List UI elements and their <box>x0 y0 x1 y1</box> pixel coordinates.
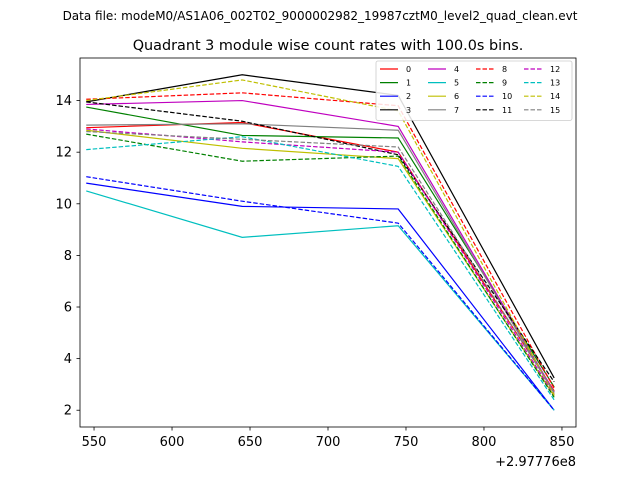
series-line-11 <box>86 101 555 383</box>
legend-label-0: 0 <box>406 65 411 74</box>
legend-label-3: 3 <box>406 106 411 115</box>
y-tick-label: 4 <box>64 352 72 367</box>
series-line-7 <box>86 123 555 394</box>
series-line-9 <box>86 133 555 398</box>
y-tick-label: 12 <box>55 146 72 161</box>
x-tick-label: 600 <box>160 435 185 450</box>
y-tick-label: 8 <box>64 249 72 264</box>
chart-suptitle: Data file: modeM0/AS1A06_002T02_90000029… <box>63 9 578 23</box>
x-tick-label: 750 <box>394 435 419 450</box>
series-line-15 <box>86 130 555 393</box>
series-line-0 <box>86 121 555 392</box>
x-axis: 550 600 650 700 750 800 850 <box>82 427 575 450</box>
y-axis: 2 4 6 8 10 12 14 <box>55 94 80 419</box>
legend-box <box>375 60 573 121</box>
series-line-8 <box>86 92 555 389</box>
legend-label-12: 12 <box>550 65 560 74</box>
series-line-5 <box>86 190 555 411</box>
legend-label-4: 4 <box>454 65 459 74</box>
legend-label-15: 15 <box>550 106 560 115</box>
series-line-3 <box>86 74 555 379</box>
legend-label-14: 14 <box>550 92 560 101</box>
x-offset-label: +2.97776e8 <box>495 455 576 470</box>
y-tick-label: 2 <box>64 404 72 419</box>
x-tick-label: 800 <box>472 435 497 450</box>
legend-label-8: 8 <box>502 65 507 74</box>
series-layer <box>86 74 555 411</box>
x-tick-label: 700 <box>316 435 341 450</box>
legend-label-5: 5 <box>454 79 459 88</box>
chart-title: Quadrant 3 module wise count rates with … <box>133 38 524 54</box>
x-tick-label: 850 <box>550 435 575 450</box>
legend-label-6: 6 <box>454 92 459 101</box>
legend-label-11: 11 <box>502 106 512 115</box>
series-line-10 <box>86 176 555 411</box>
series-line-4 <box>86 99 555 393</box>
y-tick-label: 10 <box>55 197 72 212</box>
series-line-13 <box>86 136 555 401</box>
legend-label-9: 9 <box>502 79 507 88</box>
y-tick-label: 6 <box>64 301 72 316</box>
y-tick-label: 14 <box>55 94 72 109</box>
legend-label-2: 2 <box>406 92 411 101</box>
legend-label-13: 13 <box>550 79 560 88</box>
series-line-2 <box>86 182 555 411</box>
x-tick-label: 650 <box>238 435 263 450</box>
legend-label-1: 1 <box>406 79 411 88</box>
legend-label-10: 10 <box>502 92 512 101</box>
legend-label-7: 7 <box>454 106 459 115</box>
series-line-14 <box>86 79 555 396</box>
x-tick-label: 550 <box>82 435 107 450</box>
